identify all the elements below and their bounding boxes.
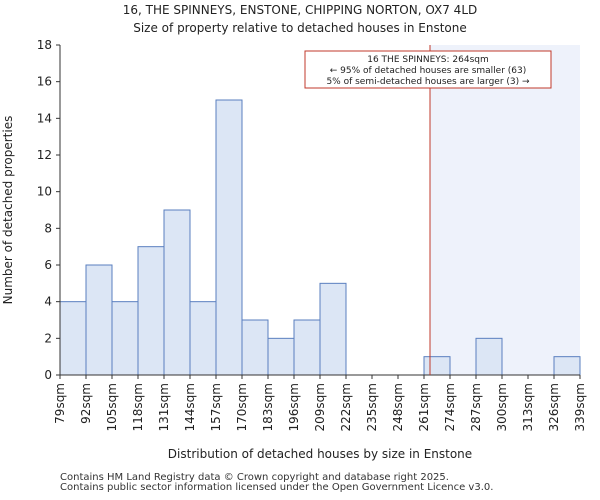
bar-326sqm	[553, 356, 581, 376]
y-tick-label: 6	[44, 258, 52, 272]
footer-line-1: Contains HM Land Registry data © Crown c…	[60, 472, 449, 483]
y-tick-label: 8	[44, 221, 52, 235]
y-tick-label: 4	[44, 295, 52, 309]
chart-title: 16, THE SPINNEYS, ENSTONE, CHIPPING NORT…	[123, 3, 478, 17]
x-tick-label: 131sqm	[157, 383, 171, 431]
bar-144sqm	[189, 301, 217, 376]
annotation-line-3: 5% of semi-detached houses are larger (3…	[326, 77, 530, 87]
x-tick-label: 287sqm	[469, 383, 483, 431]
highlight-region	[430, 45, 580, 375]
y-tick-label: 18	[37, 38, 52, 52]
x-tick-label: 118sqm	[131, 383, 145, 431]
y-tick-label: 2	[44, 331, 52, 345]
x-tick-label: 274sqm	[443, 383, 457, 431]
y-tick-label: 0	[44, 368, 52, 382]
bar-261sqm	[423, 356, 451, 376]
bar-131sqm	[163, 209, 191, 376]
annotation-line-2: ← 95% of detached houses are smaller (63…	[330, 66, 527, 76]
bar-196sqm	[293, 319, 321, 376]
y-tick-label: 10	[37, 185, 52, 199]
bar-183sqm	[267, 337, 295, 376]
footer: Contains HM Land Registry data © Crown c…	[60, 473, 493, 493]
chart-subtitle: Size of property relative to detached ho…	[133, 21, 467, 35]
bar-118sqm	[137, 246, 165, 376]
x-tick-label: 170sqm	[235, 383, 249, 431]
x-tick-label: 300sqm	[495, 383, 509, 431]
y-axis-label: Number of detached properties	[1, 116, 15, 305]
y-tick-label: 14	[37, 111, 52, 125]
x-tick-label: 79sqm	[53, 383, 67, 424]
x-tick-label: 144sqm	[183, 383, 197, 431]
x-tick-label: 209sqm	[313, 383, 327, 431]
bar-92sqm	[85, 264, 113, 376]
bar-157sqm	[215, 99, 243, 376]
y-tick-label: 16	[37, 75, 52, 89]
histogram-chart: 16, THE SPINNEYS, ENSTONE, CHIPPING NORT…	[1, 3, 587, 461]
bar-79sqm	[59, 301, 87, 376]
x-tick-label: 222sqm	[339, 383, 353, 431]
annotation-line-1: 16 THE SPINNEYS: 264sqm	[367, 55, 489, 65]
x-tick-label: 261sqm	[417, 383, 431, 431]
annotation-box	[304, 50, 552, 89]
x-tick-label: 92sqm	[79, 383, 93, 424]
x-tick-label: 339sqm	[573, 383, 587, 431]
x-tick-label: 326sqm	[547, 383, 561, 431]
x-tick-label: 157sqm	[209, 383, 223, 431]
y-tick-label: 12	[37, 148, 52, 162]
x-axis-label: Distribution of detached houses by size …	[168, 447, 472, 461]
x-tick-label: 105sqm	[105, 383, 119, 431]
x-tick-label: 183sqm	[261, 383, 275, 431]
footer-line-2: Contains public sector information licen…	[60, 482, 494, 493]
x-tick-label: 248sqm	[391, 383, 405, 431]
bar-170sqm	[241, 319, 269, 376]
bar-287sqm	[475, 337, 503, 376]
x-tick-label: 313sqm	[521, 383, 535, 431]
x-tick-label: 196sqm	[287, 383, 301, 431]
bar-105sqm	[111, 301, 139, 376]
bar-209sqm	[319, 282, 347, 376]
x-tick-label: 235sqm	[365, 383, 379, 431]
